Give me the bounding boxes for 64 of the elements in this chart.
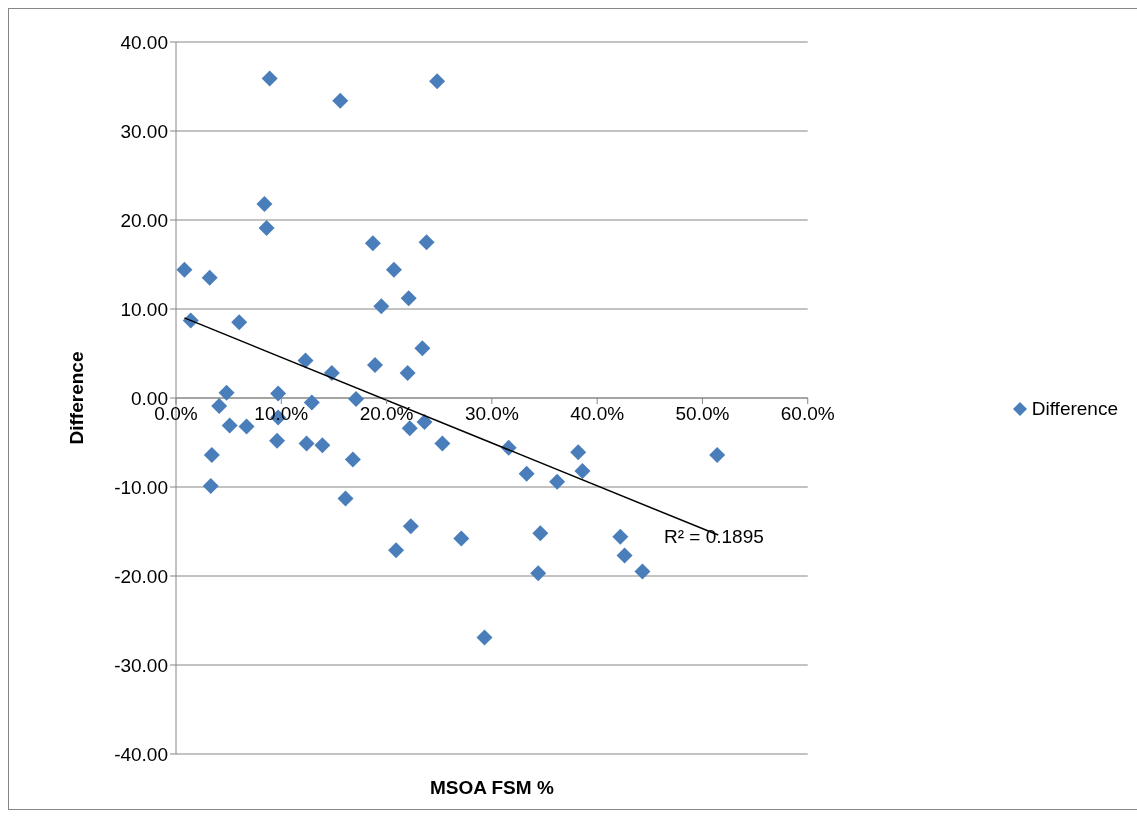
- point: [221, 417, 238, 434]
- point: [709, 446, 726, 463]
- point: [612, 528, 629, 545]
- x-axis-title: MSOA FSM %: [429, 777, 554, 798]
- point: [211, 398, 228, 415]
- point: [297, 352, 314, 369]
- point: [256, 195, 273, 212]
- point: [418, 234, 435, 251]
- point: [344, 451, 361, 468]
- y-tick-label: -20.00: [114, 565, 168, 587]
- point: [518, 465, 535, 482]
- point: [367, 357, 383, 374]
- point: [401, 420, 418, 437]
- point: [634, 563, 651, 580]
- y-tick-label: 40.00: [120, 31, 168, 53]
- point: [616, 547, 633, 564]
- point: [532, 525, 549, 542]
- point: [385, 261, 402, 278]
- point: [549, 473, 566, 490]
- point: [476, 629, 493, 646]
- point: [231, 314, 248, 331]
- point: [402, 518, 419, 535]
- x-tick-label: 50.0%: [675, 403, 730, 424]
- y-tick-label: -30.00: [114, 654, 168, 676]
- point: [348, 390, 365, 407]
- point: [373, 298, 390, 315]
- point: [574, 462, 591, 479]
- point: [364, 235, 381, 252]
- point: [270, 385, 287, 402]
- x-tick-label: 60.0%: [780, 403, 835, 424]
- point: [203, 446, 220, 463]
- point: [400, 290, 417, 307]
- point: [269, 432, 286, 449]
- y-tick-label: 10.00: [120, 298, 168, 320]
- x-tick-label: 20.0%: [359, 403, 414, 424]
- point: [530, 565, 547, 582]
- point: [388, 542, 405, 559]
- point: [238, 418, 255, 435]
- x-tick-label: 40.0%: [570, 403, 625, 424]
- point: [416, 414, 433, 431]
- y-tick-label: 30.00: [120, 120, 168, 142]
- point: [414, 340, 431, 357]
- point: [332, 92, 349, 109]
- y-axis-title: Difference: [65, 351, 87, 445]
- point: [202, 478, 219, 495]
- y-tick-label: -40.00: [114, 743, 168, 765]
- point: [201, 269, 218, 286]
- point: [337, 490, 354, 507]
- point: [261, 70, 278, 87]
- point: [434, 435, 451, 452]
- point: [429, 73, 446, 90]
- point: [176, 261, 193, 278]
- point: [399, 365, 416, 382]
- point: [218, 384, 235, 401]
- annotation: R² = 0.1895: [664, 526, 764, 547]
- legend-label: Difference: [1031, 398, 1118, 420]
- point: [298, 435, 315, 452]
- point: [453, 530, 470, 547]
- x-tick-label: 30.0%: [464, 403, 519, 424]
- point: [570, 444, 587, 461]
- y-tick-label: 20.00: [120, 209, 168, 231]
- point: [314, 437, 331, 454]
- point: [258, 220, 275, 237]
- y-tick-label: -10.00: [114, 476, 168, 498]
